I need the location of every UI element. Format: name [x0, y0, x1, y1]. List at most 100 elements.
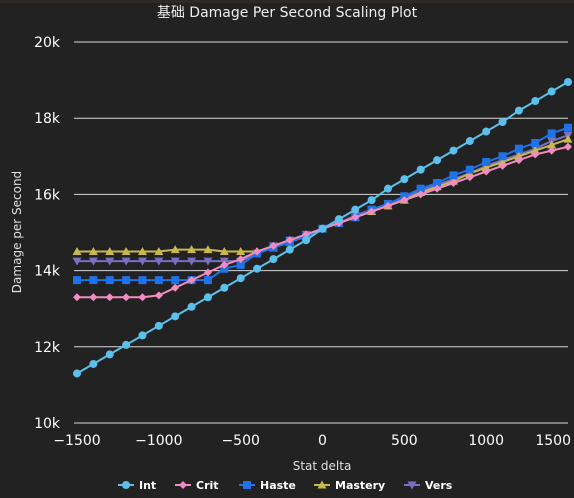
- y-tick-label: 16k: [34, 187, 61, 203]
- legend-label: Mastery: [335, 479, 385, 492]
- data-point-crit: [187, 276, 196, 285]
- data-point-int: [138, 331, 147, 340]
- data-point-crit: [105, 293, 114, 302]
- data-point-int: [547, 87, 556, 96]
- data-point-mastery: [498, 157, 508, 166]
- data-point-mastery: [514, 151, 524, 160]
- data-point-haste: [203, 276, 212, 285]
- data-point-haste: [171, 276, 180, 285]
- data-point-vers: [154, 257, 164, 266]
- data-point-int: [351, 205, 360, 214]
- data-point-haste: [465, 165, 474, 174]
- legend-marker-int: [122, 481, 130, 489]
- data-point-haste: [564, 123, 572, 132]
- data-point-mastery: [236, 247, 246, 256]
- legend-marker-mastery: [317, 480, 327, 489]
- top-strip: [0, 0, 574, 3]
- data-point-int: [171, 312, 180, 321]
- legend: Int Crit Haste Mastery Vers: [118, 479, 453, 492]
- data-point-int: [514, 106, 523, 115]
- x-axis-label: Stat delta: [293, 459, 352, 473]
- data-point-int: [498, 118, 507, 127]
- data-point-crit: [302, 230, 311, 239]
- data-point-crit: [433, 184, 442, 193]
- x-tick-label: −1500: [53, 433, 100, 449]
- data-point-mastery: [137, 247, 147, 256]
- data-point-mastery: [187, 245, 197, 254]
- data-point-int: [416, 165, 425, 174]
- data-point-crit: [547, 146, 556, 155]
- series-line-crit: [77, 145, 569, 299]
- x-tick-label: −500: [221, 433, 259, 449]
- data-point-int: [433, 156, 442, 165]
- data-point-int: [73, 369, 81, 378]
- data-point-crit: [416, 190, 425, 199]
- x-axis-ticks: −1500 −1000 −500 0 500 1000 1500: [53, 433, 571, 449]
- data-point-crit: [514, 156, 523, 165]
- data-point-crit: [236, 255, 245, 264]
- legend-item-crit[interactable]: Crit: [175, 479, 219, 492]
- data-point-vers: [105, 257, 115, 266]
- data-point-mastery: [203, 245, 213, 254]
- data-point-crit: [73, 293, 81, 302]
- legend-item-vers[interactable]: Vers: [404, 479, 453, 492]
- data-point-haste: [236, 260, 245, 269]
- data-point-int: [367, 196, 376, 205]
- data-point-haste: [138, 276, 147, 285]
- data-point-haste: [514, 144, 523, 153]
- data-point-mastery: [72, 247, 82, 256]
- legend-marker-crit: [179, 481, 187, 489]
- data-point-crit: [220, 260, 229, 269]
- data-point-mastery: [105, 247, 115, 256]
- data-point-int: [236, 274, 245, 283]
- data-point-int: [482, 127, 491, 136]
- legend-label: Int: [139, 479, 156, 492]
- data-point-mastery: [547, 140, 557, 149]
- x-tick-label: −1000: [135, 433, 182, 449]
- data-point-crit: [138, 293, 147, 302]
- data-point-vers: [121, 257, 131, 266]
- data-point-mastery: [563, 134, 573, 143]
- data-point-int: [220, 283, 229, 292]
- data-point-crit: [154, 291, 163, 300]
- data-point-vers: [137, 257, 147, 266]
- y-tick-label: 10k: [34, 416, 61, 432]
- data-point-crit: [465, 173, 474, 182]
- series-line-mastery: [77, 138, 569, 253]
- data-point-int: [187, 302, 196, 311]
- data-point-mastery: [219, 247, 229, 256]
- data-point-crit: [400, 196, 409, 205]
- data-point-crit: [383, 201, 392, 210]
- data-point-haste: [105, 276, 114, 285]
- data-point-crit: [498, 161, 507, 170]
- legend-item-haste[interactable]: Haste: [239, 479, 296, 492]
- legend-item-mastery[interactable]: Mastery: [314, 479, 385, 492]
- chart-title: 基础 Damage Per Second Scaling Plot: [157, 4, 418, 21]
- series-line-vers: [77, 134, 569, 263]
- y-tick-label: 14k: [34, 264, 61, 280]
- data-point-crit: [122, 293, 131, 302]
- data-point-int: [122, 340, 131, 349]
- data-point-haste: [449, 171, 458, 180]
- data-point-haste: [89, 276, 98, 285]
- data-point-mastery: [170, 245, 180, 254]
- data-point-mastery: [121, 247, 131, 256]
- x-tick-label: 500: [391, 433, 418, 449]
- gridlines: [74, 41, 568, 424]
- data-point-haste: [547, 129, 556, 138]
- data-point-crit: [482, 167, 491, 176]
- data-point-mastery: [154, 247, 164, 256]
- data-point-vers: [72, 257, 82, 266]
- data-point-haste: [482, 158, 491, 167]
- legend-label: Vers: [425, 479, 453, 492]
- series-int: [73, 78, 572, 378]
- series-layer: [72, 78, 573, 378]
- data-point-int: [269, 255, 278, 264]
- data-point-haste: [498, 152, 507, 161]
- data-point-vers: [88, 257, 98, 266]
- legend-item-int[interactable]: Int: [118, 479, 156, 492]
- data-point-int: [564, 78, 572, 87]
- x-tick-label: 1000: [468, 433, 504, 449]
